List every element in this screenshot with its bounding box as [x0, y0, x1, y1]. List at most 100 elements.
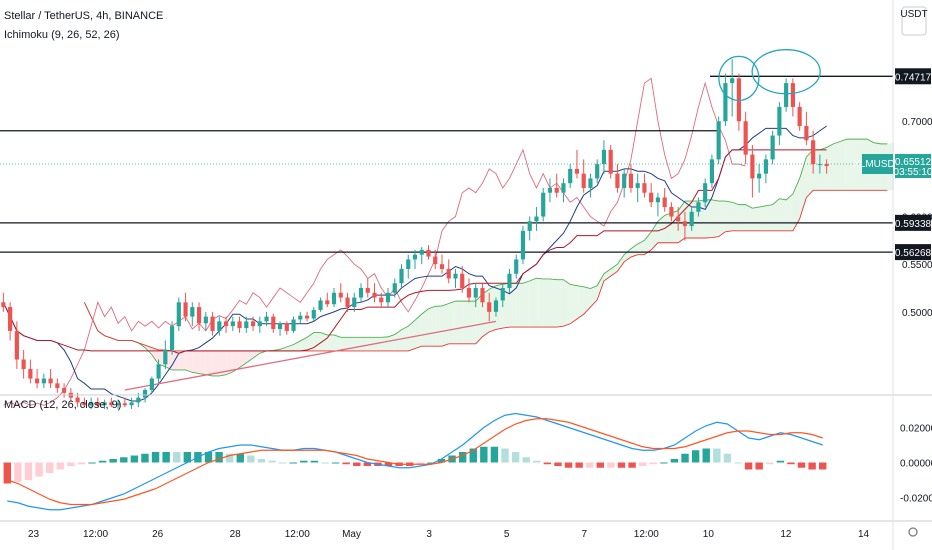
candle-body[interactable] [568, 168, 573, 184]
candle-body[interactable] [419, 249, 424, 255]
ichimoku-label[interactable]: Ichimoku (9, 26, 52, 26) [4, 29, 120, 41]
candle-body[interactable] [446, 268, 451, 279]
candle-body[interactable] [345, 297, 350, 308]
candle-body[interactable] [547, 187, 553, 193]
candle-body[interactable] [703, 183, 708, 203]
candle-body[interactable] [277, 323, 283, 330]
candle-body[interactable] [622, 173, 627, 188]
candle-body[interactable] [115, 403, 121, 406]
candle-body[interactable] [696, 202, 701, 212]
candle-body[interactable] [804, 126, 809, 141]
candle-body[interactable] [770, 135, 775, 160]
candle-body[interactable] [439, 264, 445, 269]
candle-body[interactable] [122, 403, 127, 406]
candle-body[interactable] [1, 302, 6, 308]
candle-body[interactable] [75, 397, 80, 403]
candle-body[interactable] [109, 402, 114, 406]
candle-body[interactable] [601, 149, 607, 165]
currency-button[interactable]: USDT [900, 6, 928, 36]
candle-body[interactable] [777, 106, 782, 136]
candle-body[interactable] [392, 283, 397, 293]
candle-body[interactable] [487, 302, 492, 312]
candle-body[interactable] [480, 288, 485, 303]
candle-body[interactable] [129, 402, 134, 406]
candle-body[interactable] [142, 390, 148, 398]
candle-body[interactable] [554, 187, 559, 193]
candle-body[interactable] [730, 78, 735, 84]
candle-body[interactable] [763, 159, 768, 174]
candle-body[interactable] [136, 397, 141, 403]
candle-body[interactable] [493, 300, 499, 312]
candle-body[interactable] [318, 300, 323, 310]
candle-body[interactable] [527, 221, 532, 231]
candle-body[interactable] [190, 307, 195, 317]
candle-body[interactable] [244, 321, 249, 329]
candle-body[interactable] [358, 288, 364, 298]
candle-body[interactable] [406, 259, 411, 269]
candle-body[interactable] [196, 307, 202, 324]
candle-body[interactable] [581, 173, 586, 188]
candle-body[interactable] [790, 83, 795, 107]
candle-body[interactable] [655, 197, 661, 203]
candle-body[interactable] [62, 388, 67, 393]
candle-body[interactable] [817, 164, 822, 166]
candle-body[interactable] [89, 402, 94, 406]
macd-pane[interactable] [3, 412, 827, 511]
candle-body[interactable] [163, 349, 168, 365]
candle-body[interactable] [433, 256, 438, 265]
candle-body[interactable] [682, 221, 688, 227]
candle-body[interactable] [55, 383, 60, 389]
candle-body[interactable] [385, 292, 391, 303]
candle-body[interactable] [21, 359, 26, 370]
candle-body[interactable] [608, 149, 613, 174]
candle-body[interactable] [48, 378, 53, 384]
price-pane[interactable] [0, 49, 895, 410]
candle-body[interactable] [574, 168, 580, 174]
candle-body[interactable] [642, 183, 647, 193]
candle-body[interactable] [797, 106, 802, 127]
candle-body[interactable] [784, 83, 789, 107]
candle-body[interactable] [95, 402, 100, 406]
candle-body[interactable] [35, 378, 40, 384]
candle-body[interactable] [264, 316, 269, 322]
time-axis[interactable]: 23 12:00 26 28 12:00 May 3 5 7 12:00 10 12 14 [28, 529, 870, 540]
candle-body[interactable] [8, 307, 13, 331]
candle-body[interactable] [399, 268, 404, 284]
candle-body[interactable] [311, 309, 316, 319]
candle-body[interactable] [156, 364, 161, 379]
candle-body[interactable] [514, 259, 519, 274]
price-axis[interactable]: 0.700000.600000.550000.500000.747170.593… [853, 68, 932, 319]
candle-body[interactable] [460, 273, 465, 289]
candle-body[interactable] [824, 164, 829, 167]
candle-body[interactable] [588, 178, 593, 188]
candle-body[interactable] [453, 273, 458, 279]
candle-body[interactable] [352, 297, 357, 308]
candle-body[interactable] [628, 173, 634, 188]
candle-body[interactable] [723, 83, 728, 122]
candle-body[interactable] [102, 402, 107, 406]
candle-body[interactable] [41, 378, 46, 384]
candle-body[interactable] [176, 302, 181, 327]
candle-body[interactable] [689, 211, 694, 227]
candle-body[interactable] [365, 288, 370, 293]
candle-body[interactable] [14, 330, 19, 360]
annotation-ellipse[interactable] [751, 49, 821, 95]
candle-body[interactable] [743, 121, 748, 155]
candle-body[interactable] [372, 292, 377, 298]
candle-body[interactable] [426, 249, 431, 257]
settings-icon[interactable] [908, 527, 918, 537]
candle-body[interactable] [676, 216, 681, 222]
candle-body[interactable] [237, 321, 242, 329]
candle-body[interactable] [338, 292, 343, 298]
candle-body[interactable] [325, 300, 330, 305]
candle-body[interactable] [811, 140, 816, 165]
trend-line[interactable] [124, 320, 497, 391]
candle-body[interactable] [28, 369, 33, 379]
candle-body[interactable] [331, 292, 337, 305]
candle-body[interactable] [203, 316, 208, 324]
candle-body[interactable] [169, 326, 175, 350]
candle-body[interactable] [304, 315, 310, 319]
candle-body[interactable] [149, 378, 154, 390]
